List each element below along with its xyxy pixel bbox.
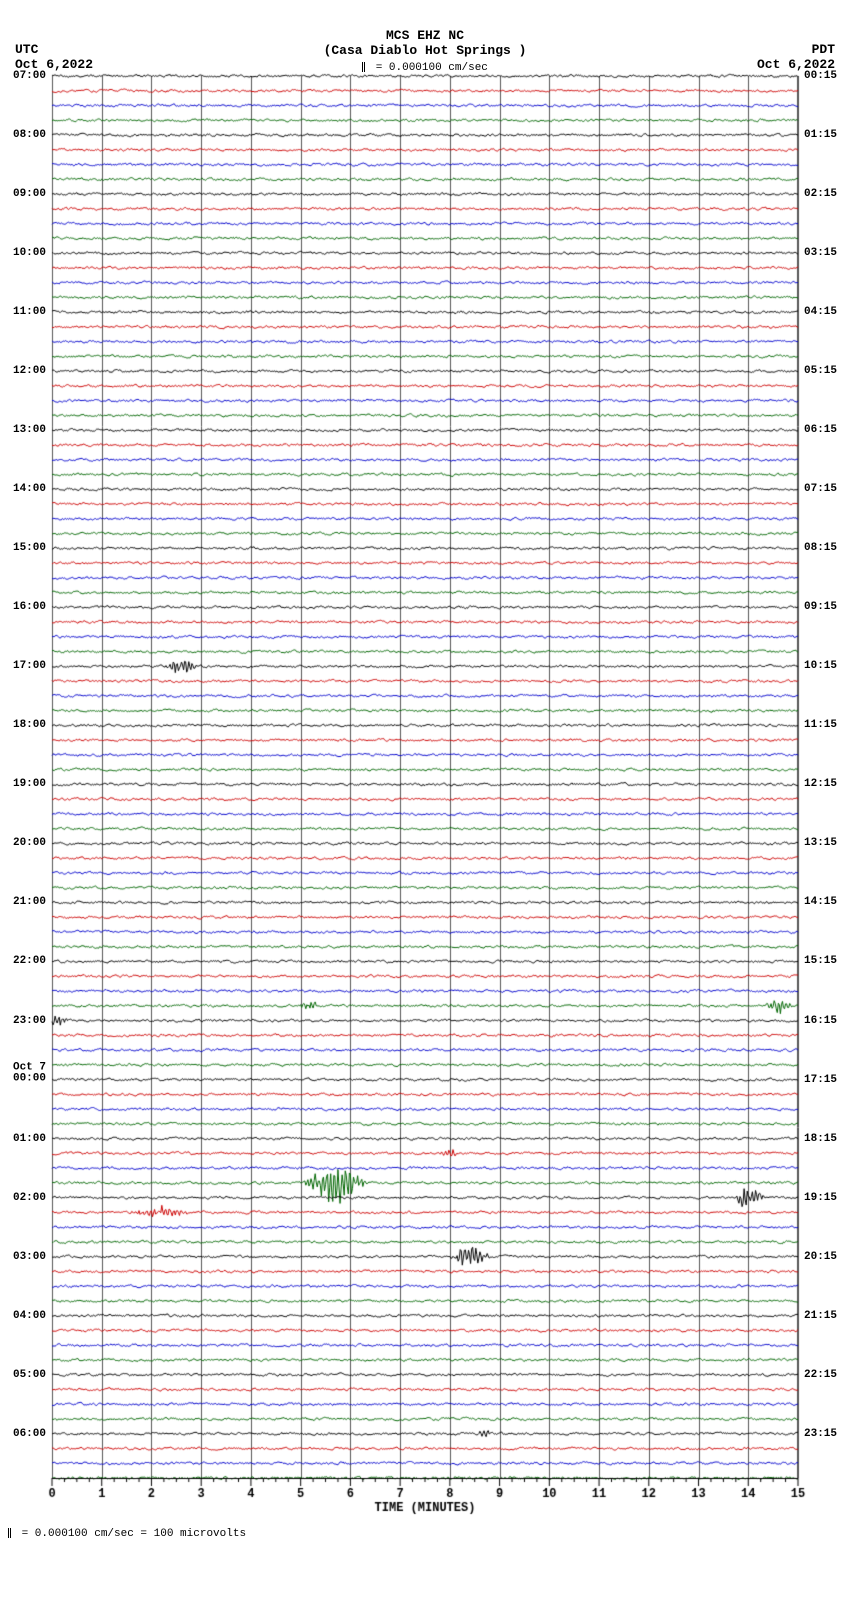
left-time-label: 13:00 [13, 424, 46, 436]
right-time-labels: 00:15 01:15 02:15 03:15 04:15 05:15 06:15 07:15… [800, 70, 850, 1518]
right-time-label: 02:15 [804, 188, 837, 200]
right-time-label: 23:15 [804, 1428, 837, 1440]
left-time-label: 04:00 [13, 1310, 46, 1322]
title-block: MCS EHZ NC (Casa Diablo Hot Springs ) [0, 28, 850, 58]
right-time-label: 08:15 [804, 542, 837, 554]
seismogram-canvas [0, 70, 850, 1518]
right-time-label: 03:15 [804, 247, 837, 259]
left-time-label: 09:00 [13, 188, 46, 200]
right-time-label: 00:15 [804, 70, 837, 82]
left-time-label: 02:00 [13, 1192, 46, 1204]
footer: = 0.000100 cm/sec = 100 microvolts [0, 1518, 850, 1550]
right-time-label: 15:15 [804, 955, 837, 967]
left-time-label: 19:00 [13, 778, 46, 790]
left-time-label: 03:00 [13, 1251, 46, 1263]
scale-bar-icon [8, 1528, 11, 1538]
tr-tz: PDT [812, 42, 835, 57]
left-time-label: 01:00 [13, 1133, 46, 1145]
left-time-label: Oct 7 00:00 [13, 1062, 46, 1084]
left-time-label: 17:00 [13, 660, 46, 672]
left-time-label: 05:00 [13, 1369, 46, 1381]
right-time-label: 07:15 [804, 483, 837, 495]
right-time-label: 04:15 [804, 306, 837, 318]
left-time-label: 07:00 [13, 70, 46, 82]
right-time-label: 05:15 [804, 365, 837, 377]
plot-wrap: 07:00 08:00 09:00 10:00 11:00 12:00 13:00 14:00… [0, 70, 850, 1518]
left-time-label: 14:00 [13, 483, 46, 495]
right-time-label: 18:15 [804, 1133, 837, 1145]
right-time-label: 06:15 [804, 424, 837, 436]
left-time-label: 23:00 [13, 1015, 46, 1027]
footer-text: = 0.000100 cm/sec = 100 microvolts [22, 1528, 246, 1540]
left-time-label: 18:00 [13, 719, 46, 731]
left-time-label: 20:00 [13, 837, 46, 849]
right-time-label: 14:15 [804, 896, 837, 908]
right-time-label: 17:15 [804, 1074, 837, 1086]
left-time-label: 15:00 [13, 542, 46, 554]
right-time-label: 16:15 [804, 1015, 837, 1027]
left-time-label: 08:00 [13, 129, 46, 141]
title-line2: (Casa Diablo Hot Springs ) [324, 43, 527, 58]
left-time-label: 21:00 [13, 896, 46, 908]
left-time-label: 16:00 [13, 601, 46, 613]
right-time-label: 20:15 [804, 1251, 837, 1263]
right-time-label: 13:15 [804, 837, 837, 849]
right-time-label: 10:15 [804, 660, 837, 672]
tl-tz: UTC [15, 42, 38, 57]
right-time-label: 12:15 [804, 778, 837, 790]
left-time-label: 12:00 [13, 365, 46, 377]
right-time-label: 21:15 [804, 1310, 837, 1322]
right-time-label: 11:15 [804, 719, 837, 731]
right-time-label: 19:15 [804, 1192, 837, 1204]
right-time-label: 22:15 [804, 1369, 837, 1381]
title-line1: MCS EHZ NC [386, 28, 464, 43]
left-time-label: 22:00 [13, 955, 46, 967]
right-time-label: 09:15 [804, 601, 837, 613]
left-time-label: 06:00 [13, 1428, 46, 1440]
left-time-label: 11:00 [13, 306, 46, 318]
left-time-labels: 07:00 08:00 09:00 10:00 11:00 12:00 13:00 14:00… [0, 70, 50, 1518]
right-time-label: 01:15 [804, 129, 837, 141]
header: MCS EHZ NC (Casa Diablo Hot Springs ) UT… [0, 0, 850, 70]
left-time-label: 10:00 [13, 247, 46, 259]
